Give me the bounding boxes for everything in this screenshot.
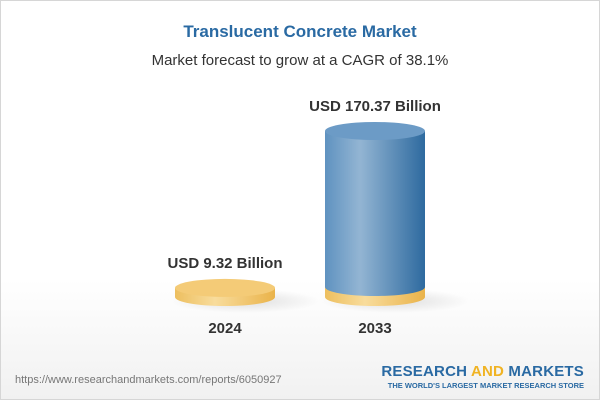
x-tick-2024: 2024 (208, 320, 242, 337)
source-url[interactable]: https://www.researchandmarkets.com/repor… (15, 374, 282, 386)
bar-top-2033 (325, 122, 425, 140)
data-label-2024: USD 9.32 Billion (167, 255, 282, 272)
chart-subtitle: Market forecast to grow at a CAGR of 38.… (151, 52, 449, 69)
data-label-2033: USD 170.37 Billion (309, 98, 441, 115)
x-tick-2033: 2033 (358, 320, 391, 337)
bar-2033 (325, 131, 425, 296)
brand-logo: RESEARCH AND MARKETS THE WORLD'S LARGEST… (381, 363, 584, 390)
bar-2024 (175, 278, 275, 297)
chart-title: Translucent Concrete Market (183, 22, 417, 41)
